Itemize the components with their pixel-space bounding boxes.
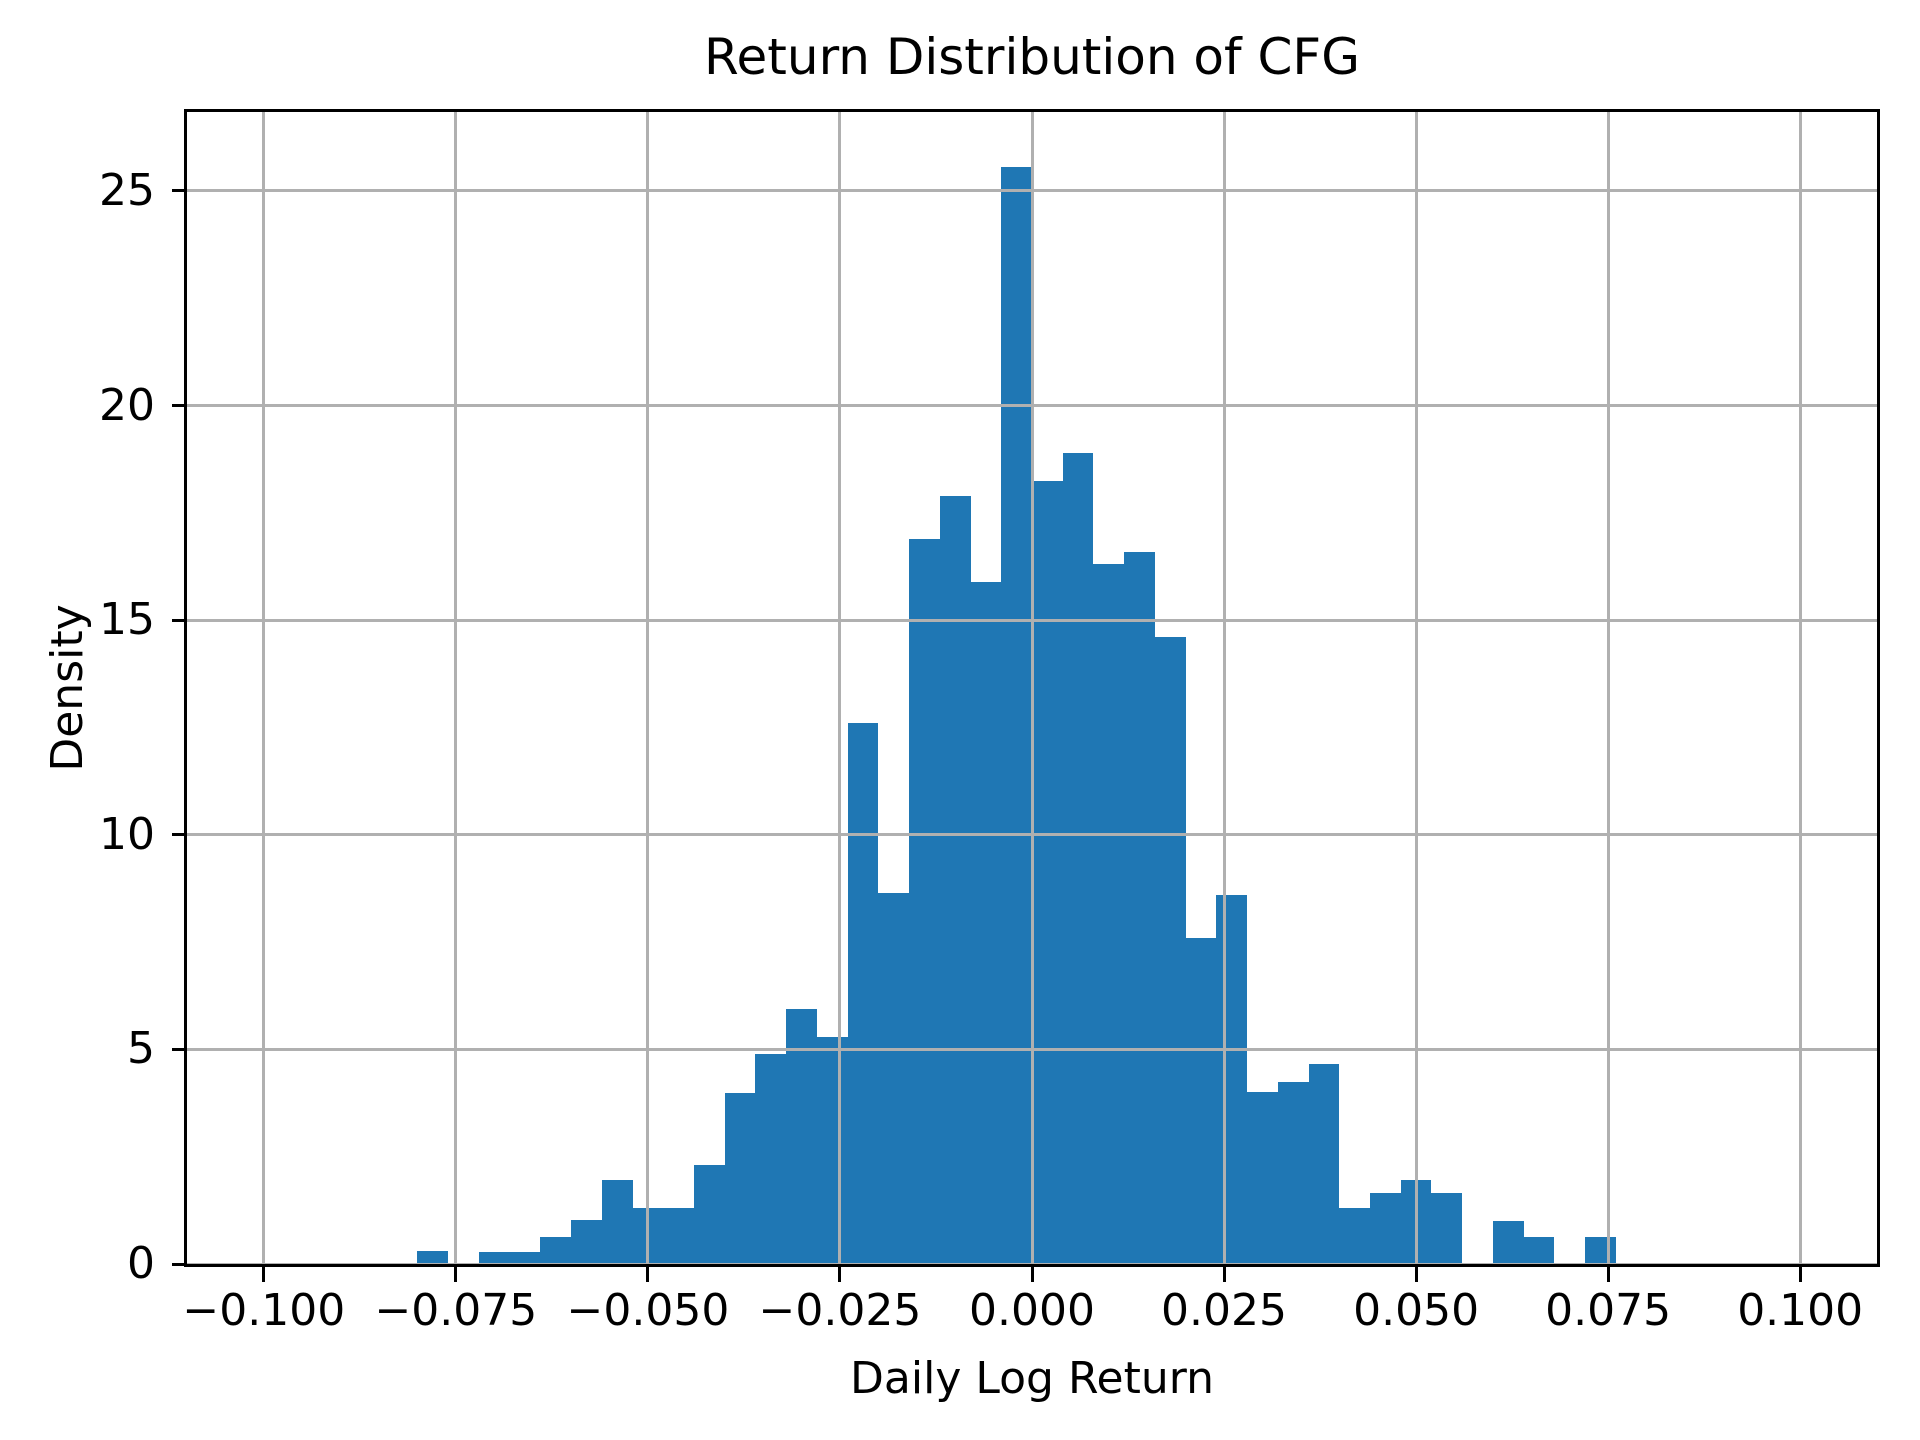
- histogram-bar: [816, 1036, 848, 1264]
- histogram-bar: [1247, 1092, 1278, 1264]
- x-tick-mark: [1222, 1267, 1226, 1282]
- histogram-bar: [1185, 937, 1217, 1264]
- x-gridline: [1798, 112, 1802, 1264]
- histogram-bar: [1277, 1081, 1309, 1264]
- x-tick-mark: [1606, 1267, 1610, 1282]
- x-gridline: [646, 112, 650, 1264]
- histogram-bar: [970, 581, 1002, 1264]
- histogram-bar: [1370, 1193, 1401, 1264]
- y-gridline: [187, 1262, 1877, 1264]
- y-tick-label: 25: [99, 164, 155, 216]
- histogram-bar: [1154, 637, 1186, 1264]
- x-tick-label: 0.000: [969, 1285, 1095, 1336]
- y-gridline: [187, 404, 1877, 408]
- y-tick-label: 10: [99, 808, 155, 860]
- y-tick-mark: [172, 1047, 187, 1051]
- histogram-bar: [939, 495, 971, 1264]
- x-tick-mark: [1798, 1267, 1802, 1282]
- histogram-bar: [417, 1251, 449, 1264]
- y-gridline: [187, 833, 1877, 837]
- histogram-bar: [601, 1179, 633, 1264]
- histogram-bar: [1431, 1193, 1463, 1264]
- x-tick-label: 0.025: [1161, 1285, 1288, 1336]
- histogram-bar: [1585, 1236, 1616, 1264]
- y-tick-label: 5: [127, 1023, 155, 1075]
- y-tick-label: 20: [99, 379, 155, 431]
- y-tick-mark: [172, 189, 187, 193]
- x-gridline: [1222, 112, 1226, 1264]
- histogram-bar: [1492, 1221, 1524, 1264]
- histogram-bar: [1062, 452, 1094, 1264]
- y-tick-mark: [172, 1262, 187, 1266]
- histogram-bar: [1032, 480, 1063, 1264]
- histogram-bar: [663, 1208, 694, 1264]
- x-tick-mark: [1030, 1267, 1034, 1282]
- histogram-bar: [509, 1252, 541, 1264]
- plot-area: [184, 109, 1880, 1267]
- x-tick-label: 0.050: [1353, 1285, 1480, 1336]
- histogram-bar: [1001, 167, 1032, 1264]
- y-tick-label: 0: [127, 1237, 155, 1289]
- x-gridline: [1414, 112, 1418, 1264]
- x-tick-mark: [838, 1267, 842, 1282]
- histogram-bar: [1523, 1236, 1555, 1264]
- x-axis-label: Daily Log Return: [850, 1353, 1214, 1404]
- y-tick-mark: [172, 404, 187, 408]
- x-tick-mark: [1414, 1267, 1418, 1282]
- histogram-bar: [571, 1219, 602, 1264]
- x-gridline: [838, 112, 842, 1264]
- histogram-bar: [1124, 551, 1155, 1264]
- x-tick-label: −0.025: [758, 1285, 922, 1336]
- x-gridline: [262, 112, 266, 1264]
- x-tick-label: −0.050: [566, 1285, 730, 1336]
- y-tick-mark: [172, 833, 187, 837]
- chart-title: Return Distribution of CFG: [704, 28, 1360, 86]
- x-tick-mark: [646, 1267, 650, 1282]
- y-gridline: [187, 1047, 1877, 1051]
- histogram-bar: [478, 1252, 510, 1264]
- histogram-bar: [1339, 1208, 1370, 1264]
- histogram-bar: [1093, 564, 1125, 1264]
- histogram-bar: [847, 723, 879, 1264]
- histogram-bar: [1216, 894, 1248, 1264]
- x-tick-label: 0.075: [1545, 1285, 1672, 1336]
- x-gridline: [1030, 112, 1034, 1264]
- x-tick-label: 0.100: [1737, 1285, 1864, 1336]
- histogram-bar: [786, 1008, 817, 1264]
- x-tick-mark: [262, 1267, 266, 1282]
- y-tick-mark: [172, 618, 187, 622]
- histogram-bar: [1308, 1064, 1340, 1264]
- histogram-bar: [540, 1236, 572, 1264]
- x-gridline: [454, 112, 458, 1264]
- x-tick-label: −0.075: [374, 1285, 538, 1336]
- histogram-bar: [755, 1053, 787, 1264]
- plot-inner: [187, 112, 1877, 1264]
- histogram-bar: [694, 1165, 725, 1264]
- y-tick-label: 15: [99, 593, 155, 645]
- histogram-bar: [909, 538, 940, 1264]
- histogram-bar: [878, 892, 910, 1264]
- x-tick-mark: [454, 1267, 458, 1282]
- x-tick-label: −0.100: [182, 1285, 346, 1336]
- histogram-bar: [724, 1093, 756, 1264]
- x-gridline: [1606, 112, 1610, 1264]
- y-gridline: [187, 618, 1877, 622]
- y-gridline: [187, 189, 1877, 193]
